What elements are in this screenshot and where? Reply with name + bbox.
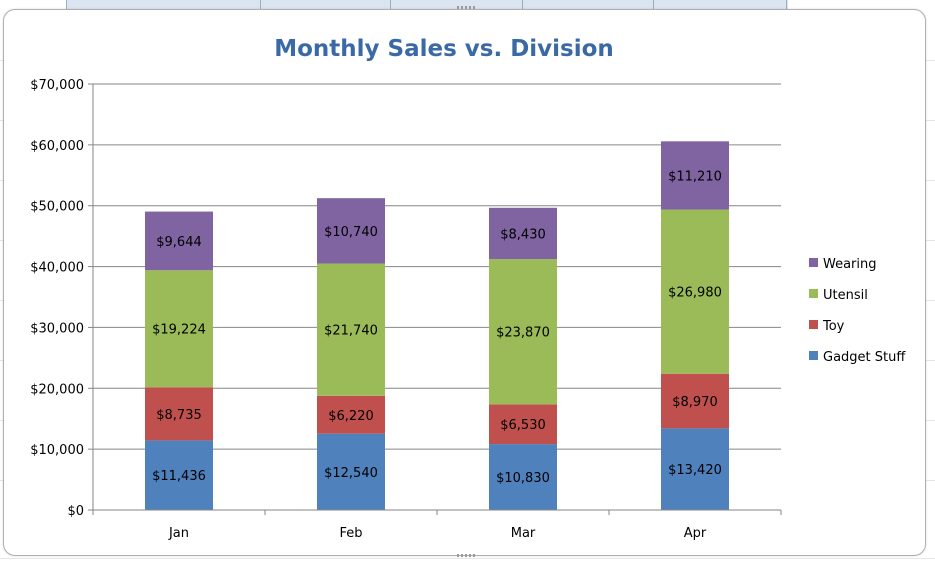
bar-wearing-apr: [661, 141, 729, 210]
column-divider: [522, 0, 523, 9]
data-label: $6,220: [328, 409, 374, 424]
data-label: $8,970: [672, 395, 718, 410]
y-tick-label: $50,000: [30, 200, 84, 215]
data-label: $8,430: [500, 227, 546, 242]
legend-label: Toy: [822, 319, 845, 334]
bar-wearing-feb: [317, 198, 385, 264]
y-tick-label: $0: [67, 504, 84, 519]
y-tick-label: $30,000: [30, 321, 84, 336]
sheet-row-line: [0, 558, 935, 559]
data-label: $8,735: [156, 408, 202, 423]
legend[interactable]: Wearing Utensil Toy Gadget Stuff: [809, 257, 906, 365]
column-divider: [786, 0, 787, 9]
y-axis-tick-labels: $0 $10,000 $20,000 $30,000 $40,000 $50,000 $60…: [30, 78, 84, 519]
y-tick-label: $60,000: [30, 139, 84, 154]
bar-utensil-mar: [489, 259, 557, 405]
legend-label: Wearing: [823, 257, 877, 272]
legend-label: Utensil: [823, 288, 868, 303]
top-resize-handle[interactable]: [457, 6, 475, 9]
column-divider: [390, 0, 391, 9]
x-tick-label: Apr: [684, 526, 707, 541]
data-label: $11,210: [668, 169, 722, 184]
bar-gadget-stuff-feb: [317, 433, 385, 510]
bar-utensil-jan: [145, 270, 213, 388]
column-divider: [66, 0, 67, 9]
y-tick-label: $40,000: [30, 261, 84, 276]
bar-gadget-stuff-jan: [145, 440, 213, 510]
data-label: $11,436: [152, 469, 206, 484]
chart-title: Monthly Sales vs. Division: [274, 36, 614, 62]
y-tick-label: $20,000: [30, 382, 84, 397]
legend-swatch-utensil: [809, 289, 818, 298]
bar-gadget-stuff-mar: [489, 444, 557, 510]
bar-toy-feb: [317, 395, 385, 434]
y-tick-label: $10,000: [30, 443, 84, 458]
bar-toy-apr: [661, 373, 729, 429]
bar-wearing-mar: [489, 207, 557, 260]
data-label: $26,980: [668, 286, 722, 301]
legend-swatch-wearing: [809, 258, 818, 267]
data-label: $10,830: [496, 471, 550, 486]
legend-swatch-toy: [809, 320, 818, 329]
bottom-resize-handle[interactable]: [457, 554, 475, 557]
column-divider: [653, 0, 654, 9]
data-label: $23,870: [496, 326, 550, 341]
bar-toy-jan: [145, 387, 213, 441]
data-label: $13,420: [668, 463, 722, 478]
bar-toy-mar: [489, 404, 557, 445]
bar-utensil-apr: [661, 209, 729, 374]
bar-gadget-stuff-apr: [661, 428, 729, 510]
x-tick-label: Feb: [339, 526, 362, 541]
bar-utensil-feb: [317, 263, 385, 396]
data-label: $6,530: [500, 418, 546, 433]
legend-label: Gadget Stuff: [823, 350, 906, 365]
column-divider: [260, 0, 261, 9]
bar-wearing-jan: [145, 211, 213, 271]
data-label: $12,540: [324, 466, 378, 481]
x-tick-label: Mar: [511, 526, 536, 541]
data-label: $21,740: [324, 324, 378, 339]
y-tick-label: $70,000: [30, 78, 84, 93]
data-label: $10,740: [324, 225, 378, 240]
x-tick-label: Jan: [168, 526, 189, 541]
data-label: $9,644: [156, 235, 202, 250]
data-label: $19,224: [152, 323, 206, 338]
x-axis-tick-labels: Jan Feb Mar Apr: [168, 526, 707, 541]
axes: [88, 83, 782, 515]
legend-swatch-gadget-stuff: [809, 351, 818, 360]
bars: $11,436 $8,735 $19,224 $9,644 $12,540 $6,220 $…: [145, 141, 729, 510]
